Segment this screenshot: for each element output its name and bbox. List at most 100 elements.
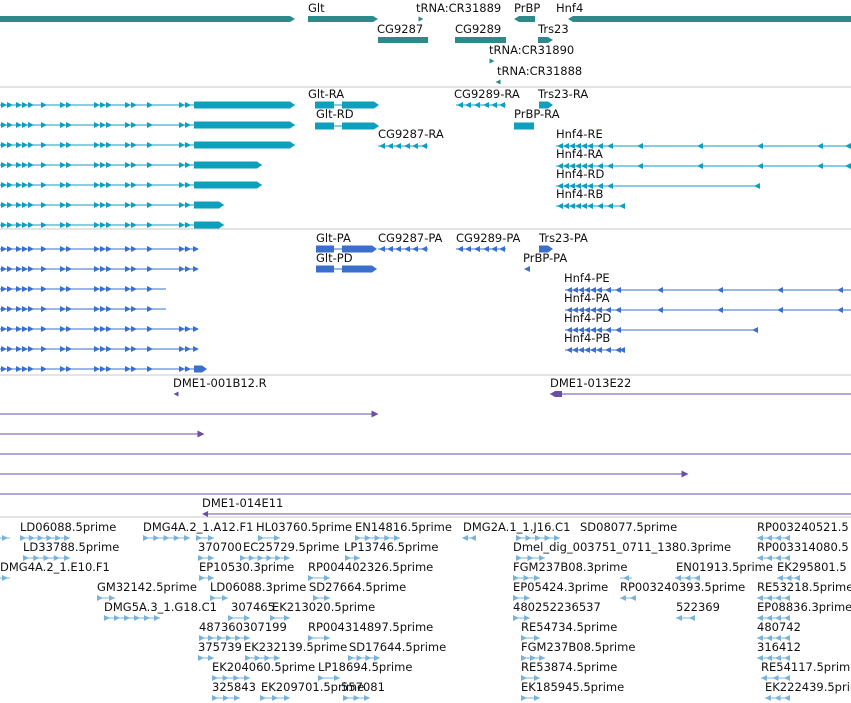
- cds-exon[interactable]: [28, 286, 34, 292]
- transcript-exon[interactable]: [66, 122, 72, 128]
- transcript-exon[interactable]: [499, 102, 505, 108]
- transcript-exon[interactable]: [16, 102, 22, 108]
- est-mark[interactable]: [254, 655, 261, 661]
- transcript-exon[interactable]: [66, 182, 72, 188]
- transcript-exon[interactable]: [28, 222, 34, 228]
- est-mark[interactable]: [354, 555, 360, 561]
- gene-bar[interactable]: [455, 37, 506, 43]
- est-mark[interactable]: [684, 575, 691, 581]
- cds-exon[interactable]: [539, 245, 553, 253]
- transcript-exon[interactable]: [179, 162, 185, 168]
- cds-exon[interactable]: [100, 286, 106, 292]
- cds-exon[interactable]: [66, 326, 72, 332]
- transcript-exon[interactable]: [185, 142, 191, 148]
- transcript-exon[interactable]: [569, 143, 575, 149]
- cds-exon[interactable]: [566, 327, 572, 333]
- cds-exon[interactable]: [147, 266, 153, 272]
- transcript-exon[interactable]: [106, 222, 112, 228]
- clone-end[interactable]: [197, 430, 205, 438]
- transcript-exon[interactable]: [131, 222, 137, 228]
- est-mark[interactable]: [248, 555, 255, 561]
- est-mark[interactable]: [196, 535, 202, 541]
- est-mark[interactable]: [774, 695, 781, 701]
- cds-exon[interactable]: [106, 286, 112, 292]
- est-mark[interactable]: [343, 695, 349, 701]
- est-mark[interactable]: [153, 535, 160, 541]
- transcript-exon[interactable]: [106, 102, 112, 108]
- cds-exon[interactable]: [7, 306, 13, 312]
- cds-exon[interactable]: [100, 246, 106, 252]
- transcript-exon[interactable]: [581, 183, 587, 189]
- cds-exon[interactable]: [179, 346, 185, 352]
- est-mark[interactable]: [775, 535, 781, 541]
- transcript-exon[interactable]: [607, 183, 613, 189]
- est-mark[interactable]: [784, 695, 790, 701]
- transcript-exon[interactable]: [404, 143, 410, 149]
- transcript-exon[interactable]: [607, 143, 613, 149]
- cds-exon[interactable]: [596, 287, 602, 293]
- cds-exon[interactable]: [1, 266, 7, 272]
- clone-end[interactable]: [681, 470, 689, 478]
- transcript-exon[interactable]: [147, 222, 153, 228]
- transcript-exon[interactable]: [106, 142, 112, 148]
- cds-exon[interactable]: [125, 366, 131, 372]
- cds-exon[interactable]: [566, 307, 572, 313]
- transcript-exon[interactable]: [100, 122, 106, 128]
- cds-exon[interactable]: [179, 266, 185, 272]
- transcript-exon[interactable]: [7, 142, 13, 148]
- cds-exon[interactable]: [584, 287, 590, 293]
- est-mark[interactable]: [757, 635, 763, 641]
- est-mark[interactable]: [258, 535, 264, 541]
- est-mark[interactable]: [534, 675, 540, 681]
- est-mark[interactable]: [109, 595, 115, 601]
- cds-exon[interactable]: [572, 327, 578, 333]
- gene-bar[interactable]: [568, 16, 851, 22]
- cds-exon[interactable]: [657, 307, 663, 313]
- est-mark[interactable]: [97, 595, 103, 601]
- cds-exon[interactable]: [22, 266, 28, 272]
- cds-exon[interactable]: [837, 287, 843, 293]
- est-mark[interactable]: [226, 635, 232, 641]
- transcript-exon[interactable]: [412, 143, 418, 149]
- transcript-exon[interactable]: [575, 163, 581, 169]
- transcript-exon[interactable]: [94, 122, 100, 128]
- est-mark[interactable]: [689, 615, 695, 621]
- cds-exon[interactable]: [194, 365, 207, 373]
- est-mark[interactable]: [114, 615, 120, 621]
- est-mark[interactable]: [784, 535, 790, 541]
- cds-exon[interactable]: [717, 307, 723, 313]
- est-mark[interactable]: [384, 535, 391, 541]
- cds-exon[interactable]: [125, 326, 131, 332]
- transcript-exon[interactable]: [1, 122, 7, 128]
- cds-exon[interactable]: [465, 246, 471, 252]
- cds-exon[interactable]: [100, 306, 106, 312]
- transcript-exon[interactable]: [575, 203, 581, 209]
- est-mark[interactable]: [198, 555, 204, 561]
- est-mark[interactable]: [513, 575, 519, 581]
- transcript-exon[interactable]: [60, 102, 66, 108]
- est-mark[interactable]: [208, 575, 214, 581]
- cds-exon[interactable]: [100, 346, 106, 352]
- transcript-exon[interactable]: [185, 182, 191, 188]
- transcript-exon[interactable]: [100, 182, 106, 188]
- est-mark[interactable]: [284, 615, 290, 621]
- transcript-exon[interactable]: [194, 181, 262, 189]
- transcript-exon[interactable]: [94, 202, 100, 208]
- est-mark[interactable]: [513, 595, 519, 601]
- est-mark[interactable]: [534, 695, 540, 701]
- transcript-exon[interactable]: [7, 162, 13, 168]
- cds-exon[interactable]: [615, 287, 621, 293]
- cds-exon[interactable]: [22, 306, 28, 312]
- est-mark[interactable]: [257, 555, 264, 561]
- transcript-exon[interactable]: [131, 102, 137, 108]
- transcript-exon[interactable]: [845, 163, 851, 169]
- est-mark[interactable]: [284, 555, 290, 561]
- est-mark[interactable]: [765, 695, 771, 701]
- cds-exon[interactable]: [596, 327, 602, 333]
- cds-exon[interactable]: [60, 326, 66, 332]
- est-mark[interactable]: [308, 575, 314, 581]
- est-mark[interactable]: [766, 655, 772, 661]
- cds-exon[interactable]: [147, 366, 153, 372]
- transcript-exon[interactable]: [194, 101, 295, 109]
- est-mark[interactable]: [784, 635, 790, 641]
